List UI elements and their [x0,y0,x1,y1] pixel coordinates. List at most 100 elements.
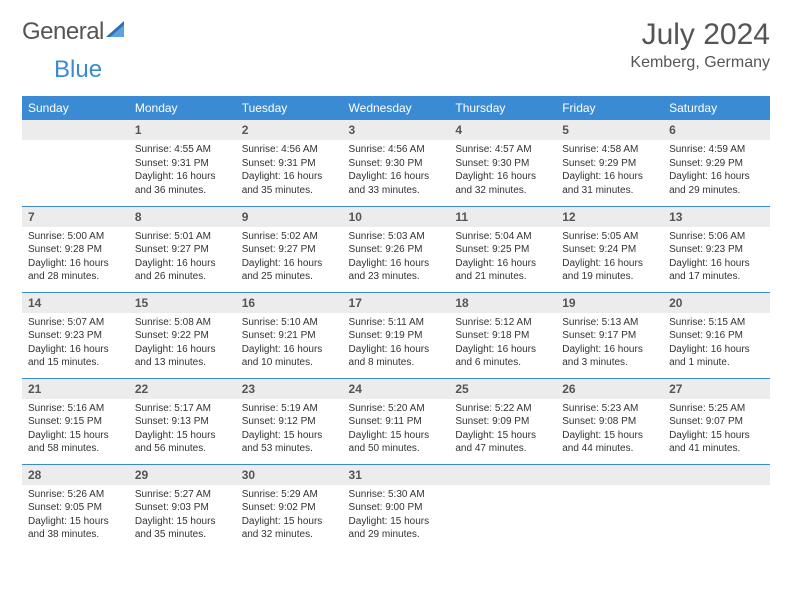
calendar-cell: 11Sunrise: 5:04 AMSunset: 9:25 PMDayligh… [449,206,556,292]
weekday-header: Friday [556,96,663,120]
daylight-text: Daylight: 15 hours and 32 minutes. [242,515,337,542]
day-details: Sunrise: 5:23 AMSunset: 9:08 PMDaylight:… [556,399,663,462]
sunset-text: Sunset: 9:23 PM [28,329,123,343]
day-number: 7 [22,207,129,227]
calendar-cell: 31Sunrise: 5:30 AMSunset: 9:00 PMDayligh… [343,464,450,550]
sunset-text: Sunset: 9:21 PM [242,329,337,343]
day-number: 17 [343,293,450,313]
sunrise-text: Sunrise: 4:58 AM [562,143,657,157]
day-number: 14 [22,293,129,313]
sunrise-text: Sunrise: 4:57 AM [455,143,550,157]
sunrise-text: Sunrise: 4:55 AM [135,143,230,157]
daylight-text: Daylight: 15 hours and 29 minutes. [349,515,444,542]
calendar-cell: 30Sunrise: 5:29 AMSunset: 9:02 PMDayligh… [236,464,343,550]
sunset-text: Sunset: 9:27 PM [135,243,230,257]
calendar-week-row: 1Sunrise: 4:55 AMSunset: 9:31 PMDaylight… [22,120,770,206]
sunset-text: Sunset: 9:19 PM [349,329,444,343]
daylight-text: Daylight: 15 hours and 44 minutes. [562,429,657,456]
day-number: 10 [343,207,450,227]
sunset-text: Sunset: 9:07 PM [669,415,764,429]
calendar-cell: 16Sunrise: 5:10 AMSunset: 9:21 PMDayligh… [236,292,343,378]
sunset-text: Sunset: 9:03 PM [135,501,230,515]
sunrise-text: Sunrise: 5:05 AM [562,230,657,244]
sunrise-text: Sunrise: 4:59 AM [669,143,764,157]
day-number: 5 [556,120,663,140]
day-number: 11 [449,207,556,227]
sunset-text: Sunset: 9:02 PM [242,501,337,515]
daylight-text: Daylight: 16 hours and 35 minutes. [242,170,337,197]
day-number: 26 [556,379,663,399]
sunrise-text: Sunrise: 5:20 AM [349,402,444,416]
calendar-week-row: 7Sunrise: 5:00 AMSunset: 9:28 PMDaylight… [22,206,770,292]
calendar-cell: 28Sunrise: 5:26 AMSunset: 9:05 PMDayligh… [22,464,129,550]
calendar-cell: 27Sunrise: 5:25 AMSunset: 9:07 PMDayligh… [663,378,770,464]
calendar-cell [22,120,129,206]
daylight-text: Daylight: 15 hours and 56 minutes. [135,429,230,456]
day-number: 4 [449,120,556,140]
sunrise-text: Sunrise: 5:00 AM [28,230,123,244]
day-details: Sunrise: 5:29 AMSunset: 9:02 PMDaylight:… [236,485,343,548]
daylight-text: Daylight: 16 hours and 29 minutes. [669,170,764,197]
calendar-cell: 12Sunrise: 5:05 AMSunset: 9:24 PMDayligh… [556,206,663,292]
sunset-text: Sunset: 9:23 PM [669,243,764,257]
day-details: Sunrise: 5:10 AMSunset: 9:21 PMDaylight:… [236,313,343,376]
sunset-text: Sunset: 9:30 PM [349,157,444,171]
day-number: 25 [449,379,556,399]
day-number: 2 [236,120,343,140]
daylight-text: Daylight: 16 hours and 3 minutes. [562,343,657,370]
calendar-week-row: 21Sunrise: 5:16 AMSunset: 9:15 PMDayligh… [22,378,770,464]
sunrise-text: Sunrise: 4:56 AM [349,143,444,157]
sunrise-text: Sunrise: 5:08 AM [135,316,230,330]
day-details: Sunrise: 4:58 AMSunset: 9:29 PMDaylight:… [556,140,663,203]
day-details: Sunrise: 5:00 AMSunset: 9:28 PMDaylight:… [22,227,129,290]
day-number: 21 [22,379,129,399]
sunset-text: Sunset: 9:31 PM [242,157,337,171]
calendar-cell: 19Sunrise: 5:13 AMSunset: 9:17 PMDayligh… [556,292,663,378]
daylight-text: Daylight: 16 hours and 8 minutes. [349,343,444,370]
calendar-cell [556,464,663,550]
daylight-text: Daylight: 16 hours and 17 minutes. [669,257,764,284]
day-details: Sunrise: 5:22 AMSunset: 9:09 PMDaylight:… [449,399,556,462]
sunset-text: Sunset: 9:00 PM [349,501,444,515]
sunrise-text: Sunrise: 5:30 AM [349,488,444,502]
calendar-cell: 18Sunrise: 5:12 AMSunset: 9:18 PMDayligh… [449,292,556,378]
daylight-text: Daylight: 16 hours and 13 minutes. [135,343,230,370]
day-details: Sunrise: 5:01 AMSunset: 9:27 PMDaylight:… [129,227,236,290]
logo-text-1: General [22,18,104,46]
daylight-text: Daylight: 16 hours and 10 minutes. [242,343,337,370]
daylight-text: Daylight: 16 hours and 36 minutes. [135,170,230,197]
sunset-text: Sunset: 9:05 PM [28,501,123,515]
sunrise-text: Sunrise: 5:11 AM [349,316,444,330]
daylight-text: Daylight: 16 hours and 23 minutes. [349,257,444,284]
weekday-header: Sunday [22,96,129,120]
sunrise-text: Sunrise: 5:16 AM [28,402,123,416]
day-number: 12 [556,207,663,227]
calendar-week-row: 28Sunrise: 5:26 AMSunset: 9:05 PMDayligh… [22,464,770,550]
sunrise-text: Sunrise: 5:02 AM [242,230,337,244]
calendar-cell: 21Sunrise: 5:16 AMSunset: 9:15 PMDayligh… [22,378,129,464]
sunrise-text: Sunrise: 5:25 AM [669,402,764,416]
day-details: Sunrise: 5:12 AMSunset: 9:18 PMDaylight:… [449,313,556,376]
calendar-cell: 29Sunrise: 5:27 AMSunset: 9:03 PMDayligh… [129,464,236,550]
day-number: 30 [236,465,343,485]
calendar-cell: 8Sunrise: 5:01 AMSunset: 9:27 PMDaylight… [129,206,236,292]
day-number: 9 [236,207,343,227]
day-details: Sunrise: 5:27 AMSunset: 9:03 PMDaylight:… [129,485,236,548]
logo-text-2: Blue [54,56,102,83]
calendar-cell: 7Sunrise: 5:00 AMSunset: 9:28 PMDaylight… [22,206,129,292]
sunrise-text: Sunrise: 5:23 AM [562,402,657,416]
daylight-text: Daylight: 16 hours and 6 minutes. [455,343,550,370]
calendar-cell: 9Sunrise: 5:02 AMSunset: 9:27 PMDaylight… [236,206,343,292]
day-number: 13 [663,207,770,227]
day-number: 29 [129,465,236,485]
sunrise-text: Sunrise: 5:06 AM [669,230,764,244]
daylight-text: Daylight: 16 hours and 19 minutes. [562,257,657,284]
day-details: Sunrise: 4:57 AMSunset: 9:30 PMDaylight:… [449,140,556,203]
day-number: 6 [663,120,770,140]
daylight-text: Daylight: 16 hours and 28 minutes. [28,257,123,284]
sunset-text: Sunset: 9:13 PM [135,415,230,429]
sunrise-text: Sunrise: 5:22 AM [455,402,550,416]
day-details: Sunrise: 4:59 AMSunset: 9:29 PMDaylight:… [663,140,770,203]
day-details: Sunrise: 5:03 AMSunset: 9:26 PMDaylight:… [343,227,450,290]
sunset-text: Sunset: 9:27 PM [242,243,337,257]
